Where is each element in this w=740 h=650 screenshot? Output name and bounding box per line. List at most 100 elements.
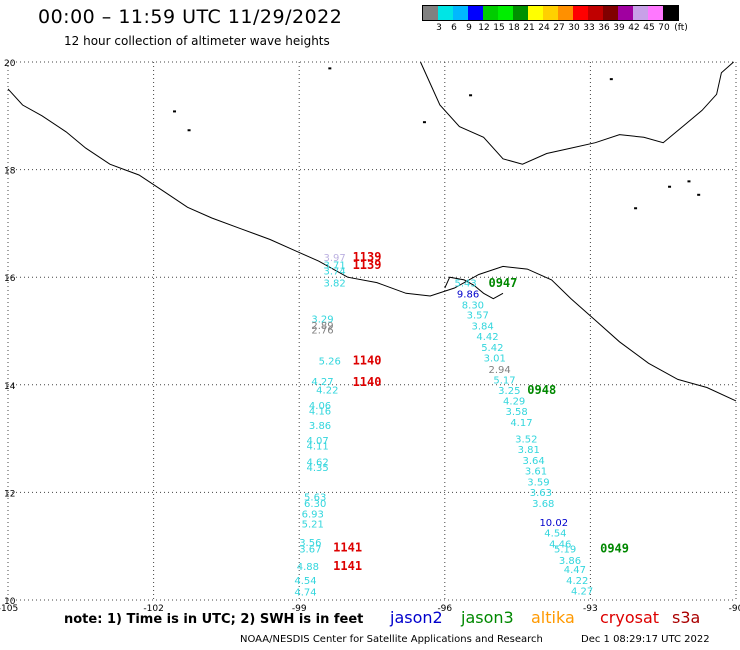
wave-height-value: 4.54 bbox=[294, 576, 316, 587]
chart-title: 00:00 – 11:59 UTC 11/29/2022 bbox=[38, 6, 343, 28]
lagoon-coastline bbox=[444, 276, 504, 300]
island-mark bbox=[668, 185, 672, 188]
legend-tick-label: 12 bbox=[478, 23, 490, 33]
pass-time-label: 1139 bbox=[353, 250, 382, 264]
wave-height-value: 3.63 bbox=[530, 488, 552, 499]
wave-height-value: 3.29 bbox=[311, 314, 333, 325]
island-mark bbox=[328, 67, 332, 70]
wave-height-value: 10.02 bbox=[539, 518, 568, 529]
wave-height-value: 3.52 bbox=[515, 434, 537, 445]
legend-s3a: s3a bbox=[672, 608, 701, 627]
wave-height-value: 4.54 bbox=[544, 529, 566, 540]
wave-height-value: 3.97 bbox=[323, 253, 345, 264]
pass-time-label: 1141 bbox=[333, 559, 362, 573]
wave-height-value: 5.19 bbox=[554, 545, 576, 556]
wave-height-value: 4.29 bbox=[503, 397, 525, 408]
wave-height-value: 2.76 bbox=[311, 326, 333, 337]
wave-height-value: 3.71 bbox=[323, 261, 345, 272]
pass-time-label: 0949 bbox=[600, 542, 629, 556]
wave-height-value: 3.56 bbox=[299, 538, 321, 549]
pass-time-label: 0947 bbox=[488, 276, 517, 290]
island-mark bbox=[609, 78, 613, 81]
wave-height-value: 6.93 bbox=[302, 510, 324, 521]
x-tick-label: -93 bbox=[583, 604, 598, 614]
legend-ticks: 3 6 9 12 15 18 21 24 27 30 33 36 39 42 45 70 (ft) bbox=[422, 23, 688, 35]
wave-height-value: 3.64 bbox=[522, 456, 544, 467]
wave-height-value: 3.67 bbox=[299, 545, 321, 556]
wave-height-value: 5.26 bbox=[319, 356, 341, 367]
legend-swatch bbox=[498, 6, 513, 20]
wave-height-value: 5.63 bbox=[304, 492, 326, 503]
island-mark bbox=[422, 121, 426, 124]
pass-time-label: 1141 bbox=[333, 541, 362, 555]
wave-height-value: 5.17 bbox=[493, 376, 515, 387]
wave-height-value: 4.22 bbox=[566, 576, 588, 587]
legend-swatch bbox=[588, 6, 603, 20]
wave-height-value: 9.86 bbox=[457, 290, 479, 301]
legend-swatch bbox=[423, 6, 438, 20]
wave-height-value: 4.22 bbox=[316, 385, 338, 396]
legend-color-bar bbox=[422, 5, 679, 21]
legend-tick-label: 36 bbox=[598, 23, 610, 33]
legend-tick-label: 9 bbox=[466, 23, 472, 33]
wave-height-value: 5.42 bbox=[481, 343, 503, 354]
wave-height-value: 3.81 bbox=[518, 445, 540, 456]
gulf-coastline bbox=[420, 61, 734, 165]
wave-height-value: 3.84 bbox=[471, 321, 493, 332]
x-tick-label: -99 bbox=[292, 604, 307, 614]
color-legend: 3 6 9 12 15 18 21 24 27 30 33 36 39 42 45 70 (ft) bbox=[422, 5, 688, 35]
legend-tick-label: 33 bbox=[583, 23, 595, 33]
legend-tick-label: 27 bbox=[553, 23, 565, 33]
y-tick-label: 12 bbox=[4, 489, 15, 499]
wave-height-value: 3.68 bbox=[532, 499, 554, 510]
legend-swatch bbox=[633, 6, 648, 20]
pacific-coastline bbox=[7, 88, 737, 402]
wave-height-value: 3.25 bbox=[498, 386, 520, 397]
wave-height-value: 3.86 bbox=[309, 421, 331, 432]
wave-height-value: 3.01 bbox=[484, 354, 506, 365]
island-mark bbox=[173, 110, 177, 113]
wave-height-value: 3.86 bbox=[559, 556, 581, 567]
wave-height-value: 3.57 bbox=[467, 311, 489, 322]
wave-height-value: 4.35 bbox=[306, 463, 328, 474]
x-tick-label: -105 bbox=[0, 604, 18, 614]
wave-height-value: 4.88 bbox=[297, 562, 319, 573]
pass-time-label: 1139 bbox=[353, 258, 382, 272]
wave-height-value: 4.42 bbox=[476, 332, 498, 343]
wave-height-value: 4.06 bbox=[309, 401, 331, 412]
wave-height-value: 3.74 bbox=[323, 267, 345, 278]
wave-height-value: 3.61 bbox=[525, 467, 547, 478]
y-tick-label: 16 bbox=[4, 274, 16, 284]
wave-height-value: 6.30 bbox=[304, 499, 326, 510]
legend-swatch bbox=[453, 6, 468, 20]
pass-time-label: 1140 bbox=[353, 375, 382, 389]
legend-swatch bbox=[528, 6, 543, 20]
legend-swatch bbox=[603, 6, 618, 20]
footer-credit: NOAA/NESDIS Center for Satellite Applica… bbox=[240, 634, 543, 645]
legend-swatch bbox=[618, 6, 633, 20]
legend-jason2: jason2 bbox=[390, 608, 443, 627]
legend-tick-label: 45 bbox=[643, 23, 655, 33]
legend-tick-label: 70 bbox=[658, 23, 670, 33]
island-mark bbox=[697, 193, 701, 196]
legend-cryosat: cryosat bbox=[600, 608, 660, 627]
legend-tick-label: 39 bbox=[613, 23, 625, 33]
y-tick-label: 14 bbox=[4, 382, 16, 392]
wave-height-value: 4.11 bbox=[306, 441, 328, 452]
pass-time-label: 1140 bbox=[353, 353, 382, 367]
footer-timestamp: Dec 1 08:29:17 UTC 2022 bbox=[581, 634, 710, 645]
wave-height-value: 2.89 bbox=[311, 321, 333, 332]
wave-height-value: 4.62 bbox=[306, 458, 328, 469]
legend-swatch bbox=[468, 6, 483, 20]
wave-height-value: 3.59 bbox=[527, 477, 549, 488]
legend-swatch bbox=[543, 6, 558, 20]
x-tick-label: -90 bbox=[729, 604, 740, 614]
legend-swatch bbox=[558, 6, 573, 20]
wave-height-value: 4.74 bbox=[294, 588, 316, 599]
legend-tick-label: 24 bbox=[538, 23, 550, 33]
legend-tick-label: 3 bbox=[436, 23, 442, 33]
wave-height-value: 4.16 bbox=[309, 406, 331, 417]
legend-swatch bbox=[573, 6, 588, 20]
pass-time-label: 0948 bbox=[527, 383, 556, 397]
